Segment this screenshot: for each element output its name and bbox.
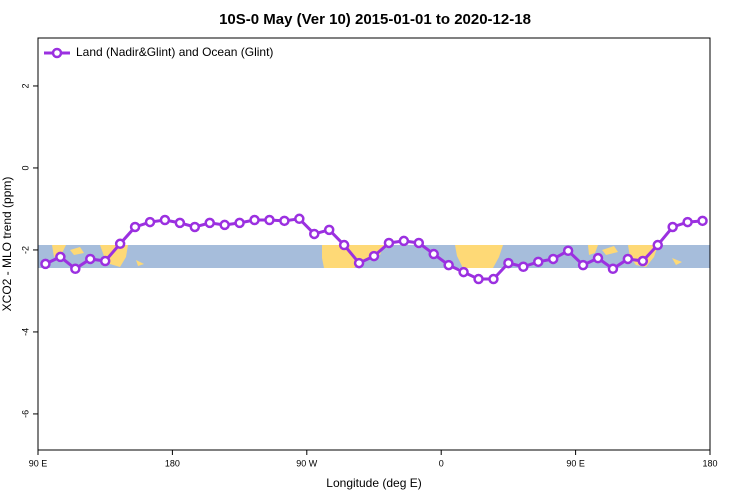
data-point bbox=[667, 221, 678, 233]
data-point bbox=[219, 219, 230, 231]
data-point bbox=[458, 266, 469, 278]
data-point bbox=[652, 239, 663, 251]
x-tick-label: 180 bbox=[165, 458, 180, 468]
data-point bbox=[413, 237, 425, 249]
data-point bbox=[264, 214, 275, 226]
data-point bbox=[488, 273, 499, 285]
x-tick-label: 180 bbox=[702, 458, 717, 468]
data-point bbox=[398, 235, 410, 247]
data-point bbox=[40, 258, 51, 270]
land bbox=[52, 245, 144, 267]
data-point bbox=[682, 216, 693, 228]
data-point bbox=[99, 255, 111, 267]
data-point bbox=[323, 224, 335, 236]
data-point bbox=[85, 253, 96, 265]
x-tick-label: 90 E bbox=[566, 458, 585, 468]
data-point bbox=[518, 261, 529, 273]
data-point bbox=[129, 221, 141, 233]
plot-frame bbox=[37, 37, 711, 451]
data-point bbox=[294, 213, 305, 225]
data-point bbox=[577, 259, 589, 271]
x-tick-label: 90 W bbox=[296, 458, 318, 468]
y-tick-label: -4 bbox=[20, 328, 30, 336]
land bbox=[588, 245, 682, 267]
chart-title: 10S-0 May (Ver 10) 2015-01-01 to 2020-12… bbox=[219, 11, 531, 28]
y-tick-label: 2 bbox=[20, 83, 30, 88]
data-point bbox=[533, 256, 544, 268]
data-point bbox=[144, 216, 156, 228]
x-tick-label: 90 E bbox=[29, 458, 48, 468]
data-point bbox=[70, 263, 81, 275]
data-point bbox=[622, 253, 634, 265]
data-point bbox=[338, 239, 350, 251]
data-point bbox=[234, 217, 245, 229]
y-tick-label: -6 bbox=[20, 410, 30, 418]
y-tick-label: 0 bbox=[20, 165, 30, 170]
data-point bbox=[607, 263, 619, 275]
x-tick-label: 0 bbox=[439, 458, 444, 468]
data-point bbox=[503, 257, 514, 269]
data-point bbox=[428, 248, 439, 260]
data-point bbox=[562, 245, 574, 257]
data-point bbox=[547, 253, 559, 265]
data-point bbox=[353, 257, 365, 269]
data-point bbox=[443, 259, 454, 271]
data-point bbox=[249, 214, 260, 226]
y-tick-label: -2 bbox=[20, 246, 30, 254]
data-point bbox=[592, 252, 604, 264]
data-point bbox=[55, 251, 66, 263]
land bbox=[455, 245, 503, 268]
data-point bbox=[174, 217, 186, 229]
legend-marker bbox=[51, 47, 63, 59]
data-point bbox=[114, 238, 126, 250]
data-point bbox=[637, 255, 649, 267]
data-point bbox=[368, 250, 380, 262]
data-point bbox=[279, 215, 290, 227]
y-axis-label: XCO2 - MLO trend (ppm) bbox=[0, 177, 14, 312]
data-point bbox=[697, 215, 708, 227]
legend-label: Land (Nadir&Glint) and Ocean (Glint) bbox=[76, 45, 273, 59]
data-point bbox=[159, 214, 171, 226]
data-point bbox=[473, 273, 484, 285]
data-point bbox=[189, 221, 201, 233]
x-axis-label: Longitude (deg E) bbox=[326, 476, 421, 490]
data-point bbox=[204, 217, 215, 229]
data-point bbox=[309, 228, 320, 240]
data-point bbox=[383, 237, 395, 249]
